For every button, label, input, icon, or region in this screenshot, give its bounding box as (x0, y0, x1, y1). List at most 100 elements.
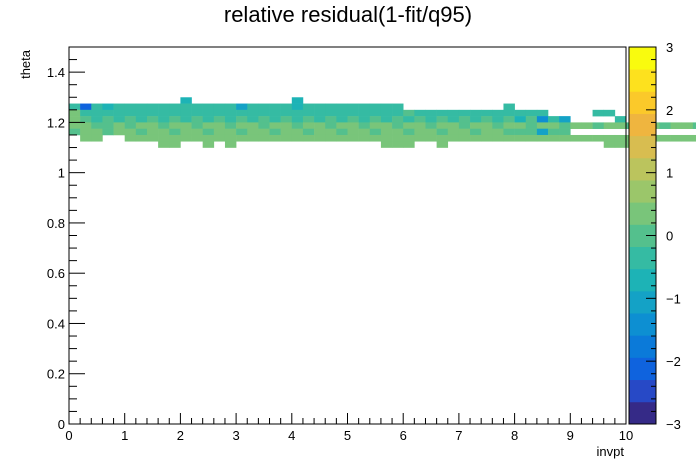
heatmap-cell (347, 122, 359, 129)
heatmap-cell (146, 109, 159, 117)
heatmap-cell (69, 128, 81, 136)
heatmap-cell (291, 134, 304, 142)
heatmap-cell (158, 134, 170, 142)
heatmap-cell (269, 116, 281, 123)
heatmap-cell (180, 128, 192, 136)
heatmap-cell (302, 122, 315, 129)
heatmap-cell (603, 122, 616, 129)
heatmap-cell (302, 109, 315, 117)
colorbar-segment (629, 224, 656, 247)
heatmap-cell (291, 109, 304, 117)
x-tick-label: 0 (65, 428, 72, 443)
heatmap-cell (247, 134, 259, 142)
heatmap-cell (458, 134, 471, 142)
y-tick-label: 1.2 (47, 115, 65, 130)
heatmap-cell (158, 141, 170, 148)
heatmap-cell (325, 116, 337, 123)
y-tick-label: 0.2 (47, 367, 65, 382)
heatmap-cell (681, 134, 694, 142)
heatmap-cell (325, 128, 337, 136)
heatmap-cell (503, 128, 515, 136)
heatmap-cell (202, 103, 215, 111)
heatmap-cell (436, 122, 449, 129)
heatmap-cell (169, 128, 181, 136)
heatmap-cell (135, 134, 148, 142)
heatmap-cell (124, 103, 137, 111)
heatmap-cell (425, 128, 437, 136)
heatmap-cell (224, 103, 237, 111)
heatmap-cell (102, 122, 114, 129)
heatmap-cell (525, 128, 538, 136)
heatmap-cell (247, 103, 259, 111)
heatmap-cell (659, 122, 671, 129)
heatmap-cell (392, 116, 404, 123)
y-tick-label: 0.8 (47, 216, 65, 231)
heatmap-cell (392, 122, 404, 129)
heatmap-cell (180, 116, 192, 123)
heatmap-cell (358, 122, 371, 129)
heatmap-cell (91, 134, 103, 142)
heatmap-cell (347, 109, 359, 117)
heatmap-cell (280, 128, 293, 136)
heatmap-cell (481, 128, 493, 136)
colorbar-tick-label: 2 (666, 103, 673, 118)
heatmap-cell (158, 109, 170, 117)
heatmap-cell (436, 141, 449, 148)
heatmap-cell (436, 116, 449, 123)
heatmap-cell (213, 109, 226, 117)
x-axis-label: invpt (597, 444, 625, 459)
heatmap-cell (102, 128, 114, 136)
heatmap-cell (380, 141, 393, 148)
heatmap-cell (91, 128, 103, 136)
heatmap-cell (280, 122, 293, 129)
heatmap-cell (169, 122, 181, 129)
heatmap-cell (102, 116, 114, 123)
y-tick-label: 0.4 (47, 316, 65, 331)
heatmap-cell (135, 109, 148, 117)
heatmap-cell (213, 103, 226, 111)
heatmap-cell (146, 122, 159, 129)
heatmap-cell (291, 128, 304, 136)
colorbar-segment (629, 357, 656, 381)
heatmap-cell (336, 128, 348, 136)
heatmap-cell (336, 109, 348, 117)
heatmap-cell (447, 134, 460, 142)
heatmap-cell (135, 128, 148, 136)
heatmap-cell (403, 134, 415, 142)
heatmap-cell (280, 116, 293, 123)
y-axis-label: theta (18, 49, 33, 79)
heatmap-cell (202, 141, 215, 148)
heatmap-cell (380, 134, 393, 142)
heatmap-cell (180, 134, 192, 142)
heatmap-cell (291, 97, 304, 104)
heatmap-cell (269, 122, 281, 129)
heatmap-cell (291, 103, 304, 111)
heatmap-cell (581, 122, 593, 129)
heatmap-cell (302, 103, 315, 111)
heatmap-cell (269, 103, 281, 111)
heatmap-cell (458, 128, 471, 136)
heatmap-cell (247, 116, 259, 123)
heatmap-cell (603, 109, 616, 117)
heatmap-cell (124, 109, 137, 117)
heatmap-cell (436, 128, 449, 136)
heatmap-cell (69, 109, 81, 117)
heatmap-cell (180, 97, 192, 104)
heatmap-cell (180, 109, 192, 117)
colorbar-segment (629, 313, 656, 336)
heatmap-cell (213, 134, 226, 142)
heatmap-cell (314, 122, 326, 129)
heatmap-cell (447, 122, 460, 129)
heatmap-cell (169, 109, 181, 117)
colorbar-tick-label: −3 (666, 417, 681, 432)
heatmap-cell (135, 103, 148, 111)
heatmap-cell (369, 122, 382, 129)
heatmap-cell (146, 128, 159, 136)
heatmap-cell (592, 122, 605, 129)
heatmap-cell (258, 122, 270, 129)
heatmap-cell (102, 103, 114, 111)
heatmap-cell (570, 134, 582, 142)
heatmap-cell (269, 134, 281, 142)
heatmap-cell (347, 103, 359, 111)
